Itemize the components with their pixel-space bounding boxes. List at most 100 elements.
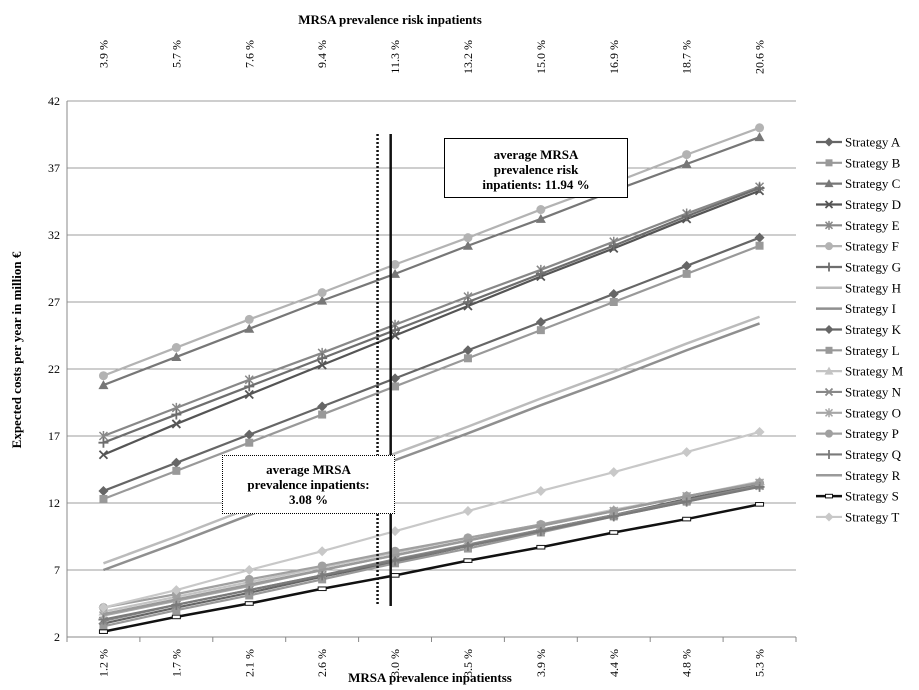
annotation-inpatients-line-1: average MRSA	[266, 462, 351, 477]
strategy-c-point	[244, 323, 255, 333]
x-tick-label: 2.6 %	[315, 649, 329, 677]
legend-marker-strategy-p	[825, 429, 833, 438]
annotation-risk-line-1: average MRSA	[493, 147, 579, 162]
annotation-risk-inpatients: average MRSA prevalence risk inpatients:…	[444, 138, 628, 198]
x-tick-label: 1.7 %	[169, 649, 183, 677]
x-tick-label: 2.1 %	[242, 649, 256, 677]
x-tick-label: 3.0 %	[388, 649, 402, 677]
legend-label-strategy-l: Strategy L	[845, 343, 900, 358]
legend-marker-strategy-g	[824, 262, 834, 272]
strategy-c-point	[317, 295, 328, 305]
y-tick-label: 42	[48, 94, 60, 108]
strategy-q-point	[244, 585, 255, 596]
strategy-t-series	[98, 426, 765, 613]
strategy-b-line	[103, 244, 760, 501]
annotation-inpatients: average MRSA prevalence inpatients: 3.08…	[222, 455, 395, 514]
strategy-b-point	[172, 466, 181, 475]
strategy-a-series	[98, 232, 765, 496]
strategy-b-point	[463, 354, 472, 363]
strategy-q-point	[535, 526, 546, 537]
strategy-g-point	[754, 183, 765, 194]
legend-marker-strategy-s	[825, 493, 833, 499]
annotation-inpatients-line-3: 3.08 %	[289, 492, 328, 507]
strategy-g-line	[103, 187, 760, 444]
strategy-f-point	[755, 123, 765, 133]
strategy-f-point	[536, 205, 546, 215]
strategy-s-point	[536, 544, 546, 550]
legend-marker-strategy-e	[824, 220, 834, 230]
strategy-h-line	[103, 315, 760, 565]
top-tick-label: 20.6 %	[753, 40, 767, 74]
x-tick-label: 1.2 %	[96, 649, 110, 677]
legend-label-strategy-c: Strategy C	[845, 176, 900, 191]
annotation-risk-line-2: prevalence risk	[493, 162, 579, 177]
x-tick-label: 3.5 %	[461, 649, 475, 677]
strategy-p-point	[390, 546, 400, 556]
strategy-a-point	[98, 485, 109, 496]
strategy-g-point	[317, 353, 328, 364]
reference-lines	[376, 134, 392, 606]
legend-item-strategy-d: Strategy D	[816, 197, 901, 212]
strategy-s-series	[98, 502, 765, 634]
legend-item-strategy-m: Strategy M	[816, 364, 904, 379]
legend-marker-strategy-b	[825, 159, 833, 167]
legend-item-strategy-i: Strategy I	[816, 301, 896, 316]
strategy-a-line	[103, 236, 760, 492]
strategy-a-point	[681, 260, 692, 271]
strategy-b-point	[245, 438, 254, 447]
top-tick-label: 13.2 %	[461, 40, 475, 74]
strategy-s-point	[98, 629, 108, 634]
legend-item-strategy-o: Strategy O	[816, 405, 901, 420]
y-tick-label: 27	[48, 295, 60, 309]
strategy-t-point	[462, 506, 473, 517]
strategy-t-point	[535, 485, 546, 496]
legend-label-strategy-f: Strategy F	[845, 239, 899, 254]
strategy-h-series	[103, 315, 760, 565]
strategy-q-point	[608, 511, 619, 522]
legend-label-strategy-q: Strategy Q	[845, 447, 902, 462]
strategy-c-point	[535, 213, 546, 223]
strategy-f-point	[463, 233, 473, 243]
y-tick-label: 37	[48, 161, 60, 175]
y-axis-title: Expected costs per year in million €	[9, 251, 24, 448]
strategy-q-point	[462, 540, 473, 551]
strategy-g-point	[171, 409, 182, 420]
legend-marker-strategy-a	[824, 137, 834, 147]
strategy-s-point	[463, 558, 473, 563]
strategy-c-point	[754, 132, 765, 142]
legend-label-strategy-r: Strategy R	[845, 468, 901, 483]
y-tick-label: 7	[54, 563, 60, 577]
legend-label-strategy-k: Strategy K	[845, 322, 902, 337]
legend-marker-strategy-t	[824, 512, 834, 522]
legend-item-strategy-k: Strategy K	[816, 322, 902, 337]
strategy-q-point	[317, 570, 328, 581]
y-tick-label: 12	[48, 496, 60, 510]
strategy-f-point	[390, 259, 400, 269]
legend-marker-strategy-m	[824, 366, 834, 375]
strategy-b-series	[99, 241, 764, 503]
legend-marker-strategy-k	[824, 324, 834, 334]
strategy-c-point	[98, 380, 109, 390]
strategy-p-point	[244, 574, 254, 584]
annotation-inpatients-line-2: prevalence inpatients:	[247, 477, 370, 492]
y-tick-label: 17	[48, 429, 60, 443]
legend-label-strategy-g: Strategy G	[845, 259, 901, 274]
legend-item-strategy-t: Strategy T	[816, 509, 899, 524]
legend-item-strategy-p: Strategy P	[816, 426, 899, 441]
strategy-f-series	[98, 123, 765, 381]
strategy-d-point	[317, 360, 327, 370]
strategy-l-point	[245, 591, 254, 600]
legend-item-strategy-g: Strategy G	[816, 259, 901, 274]
legend-item-strategy-a: Strategy A	[816, 135, 901, 150]
strategy-q-series	[98, 481, 765, 625]
strategy-g-point	[98, 437, 109, 448]
top-tick-label: 9.4 %	[315, 40, 329, 68]
legend-label-strategy-a: Strategy A	[845, 135, 901, 150]
strategy-t-point	[171, 585, 182, 596]
strategy-i-series	[103, 322, 760, 572]
legend-label-strategy-p: Strategy P	[845, 426, 899, 441]
top-tick-label: 7.6 %	[242, 40, 256, 68]
strategy-t-point	[244, 565, 255, 575]
strategy-d-point	[244, 389, 254, 400]
strategy-a-point	[608, 288, 619, 299]
